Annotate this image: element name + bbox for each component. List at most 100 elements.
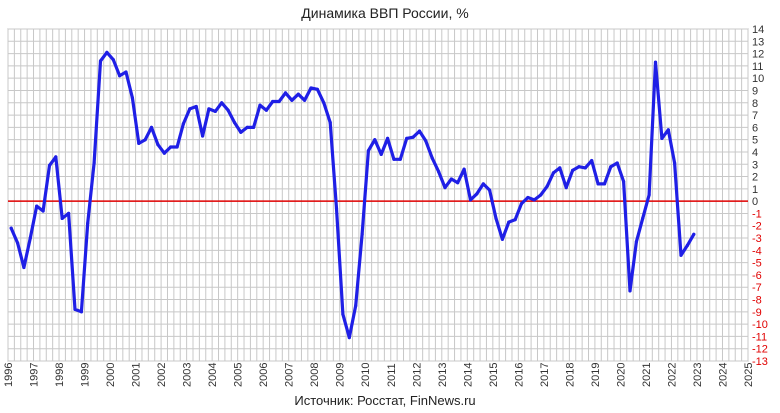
data-point — [634, 240, 639, 244]
data-point — [539, 193, 543, 197]
data-point — [500, 237, 504, 241]
y-tick-label: 4 — [752, 147, 758, 159]
data-point — [456, 181, 460, 185]
data-point — [488, 188, 492, 192]
data-point — [328, 120, 332, 125]
data-point — [602, 182, 607, 186]
y-tick-label: -7 — [752, 282, 762, 294]
y-tick-label: -12 — [752, 344, 768, 356]
data-point — [519, 202, 524, 206]
y-tick-label: -1 — [752, 208, 762, 220]
y-tick-label: -5 — [752, 258, 762, 270]
data-point — [660, 136, 664, 140]
data-point — [181, 122, 185, 126]
y-tick-label: 7 — [752, 110, 758, 122]
data-point — [67, 211, 71, 215]
data-point — [322, 101, 326, 105]
y-tick-label: 3 — [752, 159, 758, 171]
data-point — [558, 166, 562, 170]
data-point — [583, 166, 587, 170]
source-note: Источник: Росстат, FinNews.ru — [294, 393, 476, 408]
x-tick-label: 2013 — [437, 363, 449, 387]
y-tick-label: 14 — [752, 24, 764, 36]
data-point — [577, 165, 581, 169]
data-point — [405, 136, 409, 140]
data-point — [609, 165, 613, 169]
y-tick-label: 13 — [752, 36, 764, 48]
data-point — [252, 125, 256, 129]
data-point — [437, 170, 441, 174]
data-point — [513, 218, 517, 222]
data-point — [334, 206, 339, 211]
data-point — [290, 98, 294, 102]
data-point — [430, 156, 434, 160]
y-tick-label: 5 — [752, 135, 758, 147]
data-point — [551, 171, 556, 175]
data-point — [73, 307, 77, 311]
data-point — [341, 312, 345, 316]
y-tick-label: 2 — [752, 172, 758, 184]
data-point — [379, 152, 383, 156]
x-tick-label: 2015 — [488, 363, 500, 387]
data-point — [666, 128, 670, 132]
x-tick-label: 2018 — [564, 363, 576, 387]
data-point — [277, 99, 281, 104]
y-tick-label: -4 — [752, 245, 762, 257]
data-point — [647, 193, 651, 197]
data-point — [564, 186, 568, 190]
data-point — [239, 130, 243, 134]
data-point — [309, 86, 313, 90]
data-point — [679, 253, 683, 257]
x-tick-label: 2012 — [411, 363, 423, 387]
y-tick-label: 12 — [752, 49, 764, 61]
x-tick-label: 2001 — [131, 363, 143, 387]
y-tick-label: 8 — [752, 98, 758, 110]
data-point — [111, 58, 115, 62]
data-point — [220, 101, 224, 105]
y-tick-label: -11 — [752, 331, 767, 343]
x-tick-label: 2009 — [335, 363, 347, 387]
data-point — [360, 232, 364, 236]
data-point — [315, 87, 319, 91]
x-tick-label: 2021 — [641, 363, 653, 387]
data-point — [417, 129, 422, 133]
y-tick-label: -13 — [752, 356, 768, 368]
x-tick-label: 2003 — [182, 363, 194, 387]
data-point — [692, 232, 696, 236]
data-point — [673, 161, 677, 165]
x-tick-label: 1999 — [80, 363, 92, 387]
data-point — [449, 177, 453, 181]
x-tick-label: 2006 — [258, 363, 270, 387]
data-point — [462, 167, 466, 171]
data-point — [60, 216, 64, 220]
data-point — [124, 70, 128, 74]
data-point — [232, 120, 237, 125]
data-point — [526, 195, 530, 200]
data-point — [411, 135, 415, 139]
x-tick-label: 1998 — [54, 363, 66, 387]
data-point — [373, 138, 377, 142]
y-axis-tick-labels: 14131211109876543210-1-2-3-4-5-6-7-8-9-1… — [752, 24, 768, 368]
data-point — [296, 92, 300, 96]
y-tick-label: 9 — [752, 85, 758, 97]
y-tick-label: -6 — [752, 270, 762, 282]
x-tick-label: 2023 — [692, 363, 704, 387]
data-point — [481, 182, 485, 186]
data-point — [35, 204, 39, 208]
y-tick-label: 11 — [752, 61, 763, 73]
x-tick-label: 2011 — [386, 363, 398, 387]
x-tick-label: 2005 — [233, 363, 245, 387]
series-layer — [9, 50, 696, 340]
data-point — [143, 138, 147, 142]
x-tick-label: 2025 — [743, 363, 755, 387]
x-axis-tick-labels: 1996 1997 1998 1999 2000 2001 2002 2003 2004 2005… — [3, 363, 755, 387]
x-tick-label: 2004 — [207, 363, 219, 387]
data-point — [137, 141, 141, 145]
data-point — [162, 151, 166, 155]
x-tick-label: 2024 — [717, 363, 729, 387]
data-point — [207, 107, 211, 111]
data-point — [41, 209, 45, 213]
data-point — [653, 60, 658, 64]
data-point — [79, 310, 83, 314]
x-tick-label: 2020 — [615, 363, 627, 387]
